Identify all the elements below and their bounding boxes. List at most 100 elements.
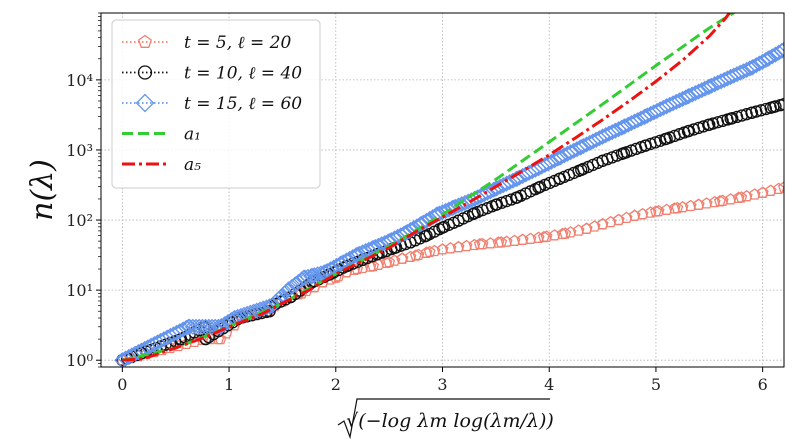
pentagon-marker [388, 254, 401, 266]
series-line [122, 13, 732, 362]
diamond-marker [175, 321, 192, 338]
x-tick-label: 5 [651, 375, 661, 394]
pentagon-marker [516, 233, 529, 246]
pentagon-marker [756, 186, 769, 198]
pentagon-marker [700, 197, 713, 209]
pentagon-marker [500, 235, 513, 247]
circle-marker [754, 104, 768, 117]
diamond-marker [767, 46, 784, 63]
pentagon-marker [420, 246, 433, 258]
legend-item: t = 5, ℓ = 20 [122, 33, 291, 53]
series-layer [114, 13, 784, 367]
pentagon-marker [628, 209, 641, 221]
pentagon-marker [444, 241, 457, 254]
pentagon-marker [724, 193, 737, 205]
circle-marker [774, 99, 784, 112]
circle-marker [137, 65, 153, 80]
pentagon-marker [684, 199, 697, 212]
pentagon-marker [564, 226, 577, 238]
pentagon-marker [644, 206, 657, 218]
pentagon-marker [588, 220, 601, 232]
pentagon-marker [636, 207, 649, 220]
pentagon-marker [452, 240, 465, 253]
pentagon-marker [772, 182, 784, 195]
pentagon-marker [732, 191, 745, 204]
pentagon-marker [764, 184, 777, 196]
diamond-marker [303, 267, 320, 285]
tick-layer: 0 1 2 3 4 5 6 10⁰ 10¹ 10² 10³ 10⁴ [66, 12, 768, 394]
diamond-marker [248, 302, 265, 319]
diamond-marker [213, 318, 230, 335]
diamond-marker [180, 318, 197, 335]
pentagon-marker [484, 237, 497, 249]
diamond-marker [293, 271, 310, 288]
pentagon-marker [548, 229, 561, 241]
x-axis-title: √(−log λm log(λm/λ)) [337, 398, 554, 440]
pentagon-marker [660, 203, 673, 215]
legend-item: a₅ [122, 155, 201, 175]
series-line [121, 13, 737, 362]
x-tick-label: 4 [544, 375, 554, 394]
legend-box [111, 19, 321, 189]
legend-item: a₁ [122, 125, 201, 145]
circle-marker [777, 98, 784, 111]
diamond-marker [770, 44, 784, 61]
diamond-marker [264, 296, 281, 313]
pentagon-marker [572, 224, 585, 236]
diamond-marker [135, 93, 155, 113]
y-tick-label: 10⁰ [66, 351, 93, 370]
diamond-marker [258, 299, 275, 316]
pentagon-marker [396, 252, 409, 264]
x-axis-label: √(−log λm log(λm/λ)) [346, 410, 554, 432]
x-tick-label: 3 [437, 375, 447, 394]
pentagon-marker [748, 188, 761, 200]
diamond-marker [418, 212, 435, 229]
diamond-marker [216, 316, 233, 333]
pentagon-marker [580, 222, 593, 234]
pentagon-marker [708, 195, 721, 208]
diamond-marker [267, 293, 285, 310]
x-tick-label: 0 [117, 375, 127, 394]
pentagon-marker [138, 34, 152, 48]
y-axis-label: n(λ) [25, 159, 60, 221]
legend: t = 5, ℓ = 20 t = 10, ℓ = 40 t = 15, ℓ = 6… [111, 19, 321, 189]
x-tick-label: 2 [331, 375, 341, 394]
x-tick-label: 1 [224, 375, 234, 394]
circle-marker [745, 106, 758, 120]
pentagon-marker [556, 227, 569, 240]
diamond-marker [261, 298, 278, 315]
pentagon-marker [404, 250, 417, 262]
legend-label: a₁ [184, 125, 201, 145]
diamond-marker [277, 284, 294, 301]
diamond-marker [773, 42, 784, 59]
legend-label: t = 15, ℓ = 60 [184, 94, 302, 114]
pentagon-marker [740, 189, 753, 202]
diamond-marker [242, 304, 259, 321]
pentagon-marker [692, 198, 705, 210]
pentagon-marker [380, 256, 393, 268]
pentagon-marker [468, 238, 481, 251]
circle-marker [764, 101, 777, 114]
grid [101, 13, 784, 367]
diamond-marker [415, 214, 432, 231]
pentagon-marker [492, 236, 505, 248]
x-tick-label: 6 [758, 375, 768, 394]
circle-marker [769, 100, 782, 113]
pentagon-marker [668, 202, 681, 214]
diamond-marker [309, 266, 326, 283]
diamond-marker [296, 269, 313, 286]
y-tick-label: 10³ [66, 141, 93, 160]
pentagon-marker [596, 217, 609, 230]
pentagon-marker [508, 234, 521, 246]
pentagon-marker [604, 215, 617, 228]
series-3 [114, 41, 784, 367]
pentagon-marker [476, 237, 489, 250]
legend-label: t = 10, ℓ = 40 [184, 64, 302, 84]
x-axis-radical-sign [337, 398, 550, 440]
pentagon-marker [540, 230, 553, 242]
pentagon-marker [428, 244, 441, 257]
y-tick-label: 10¹ [66, 281, 93, 300]
y-tick-label: 10² [66, 211, 93, 230]
pentagon-marker [778, 181, 784, 193]
